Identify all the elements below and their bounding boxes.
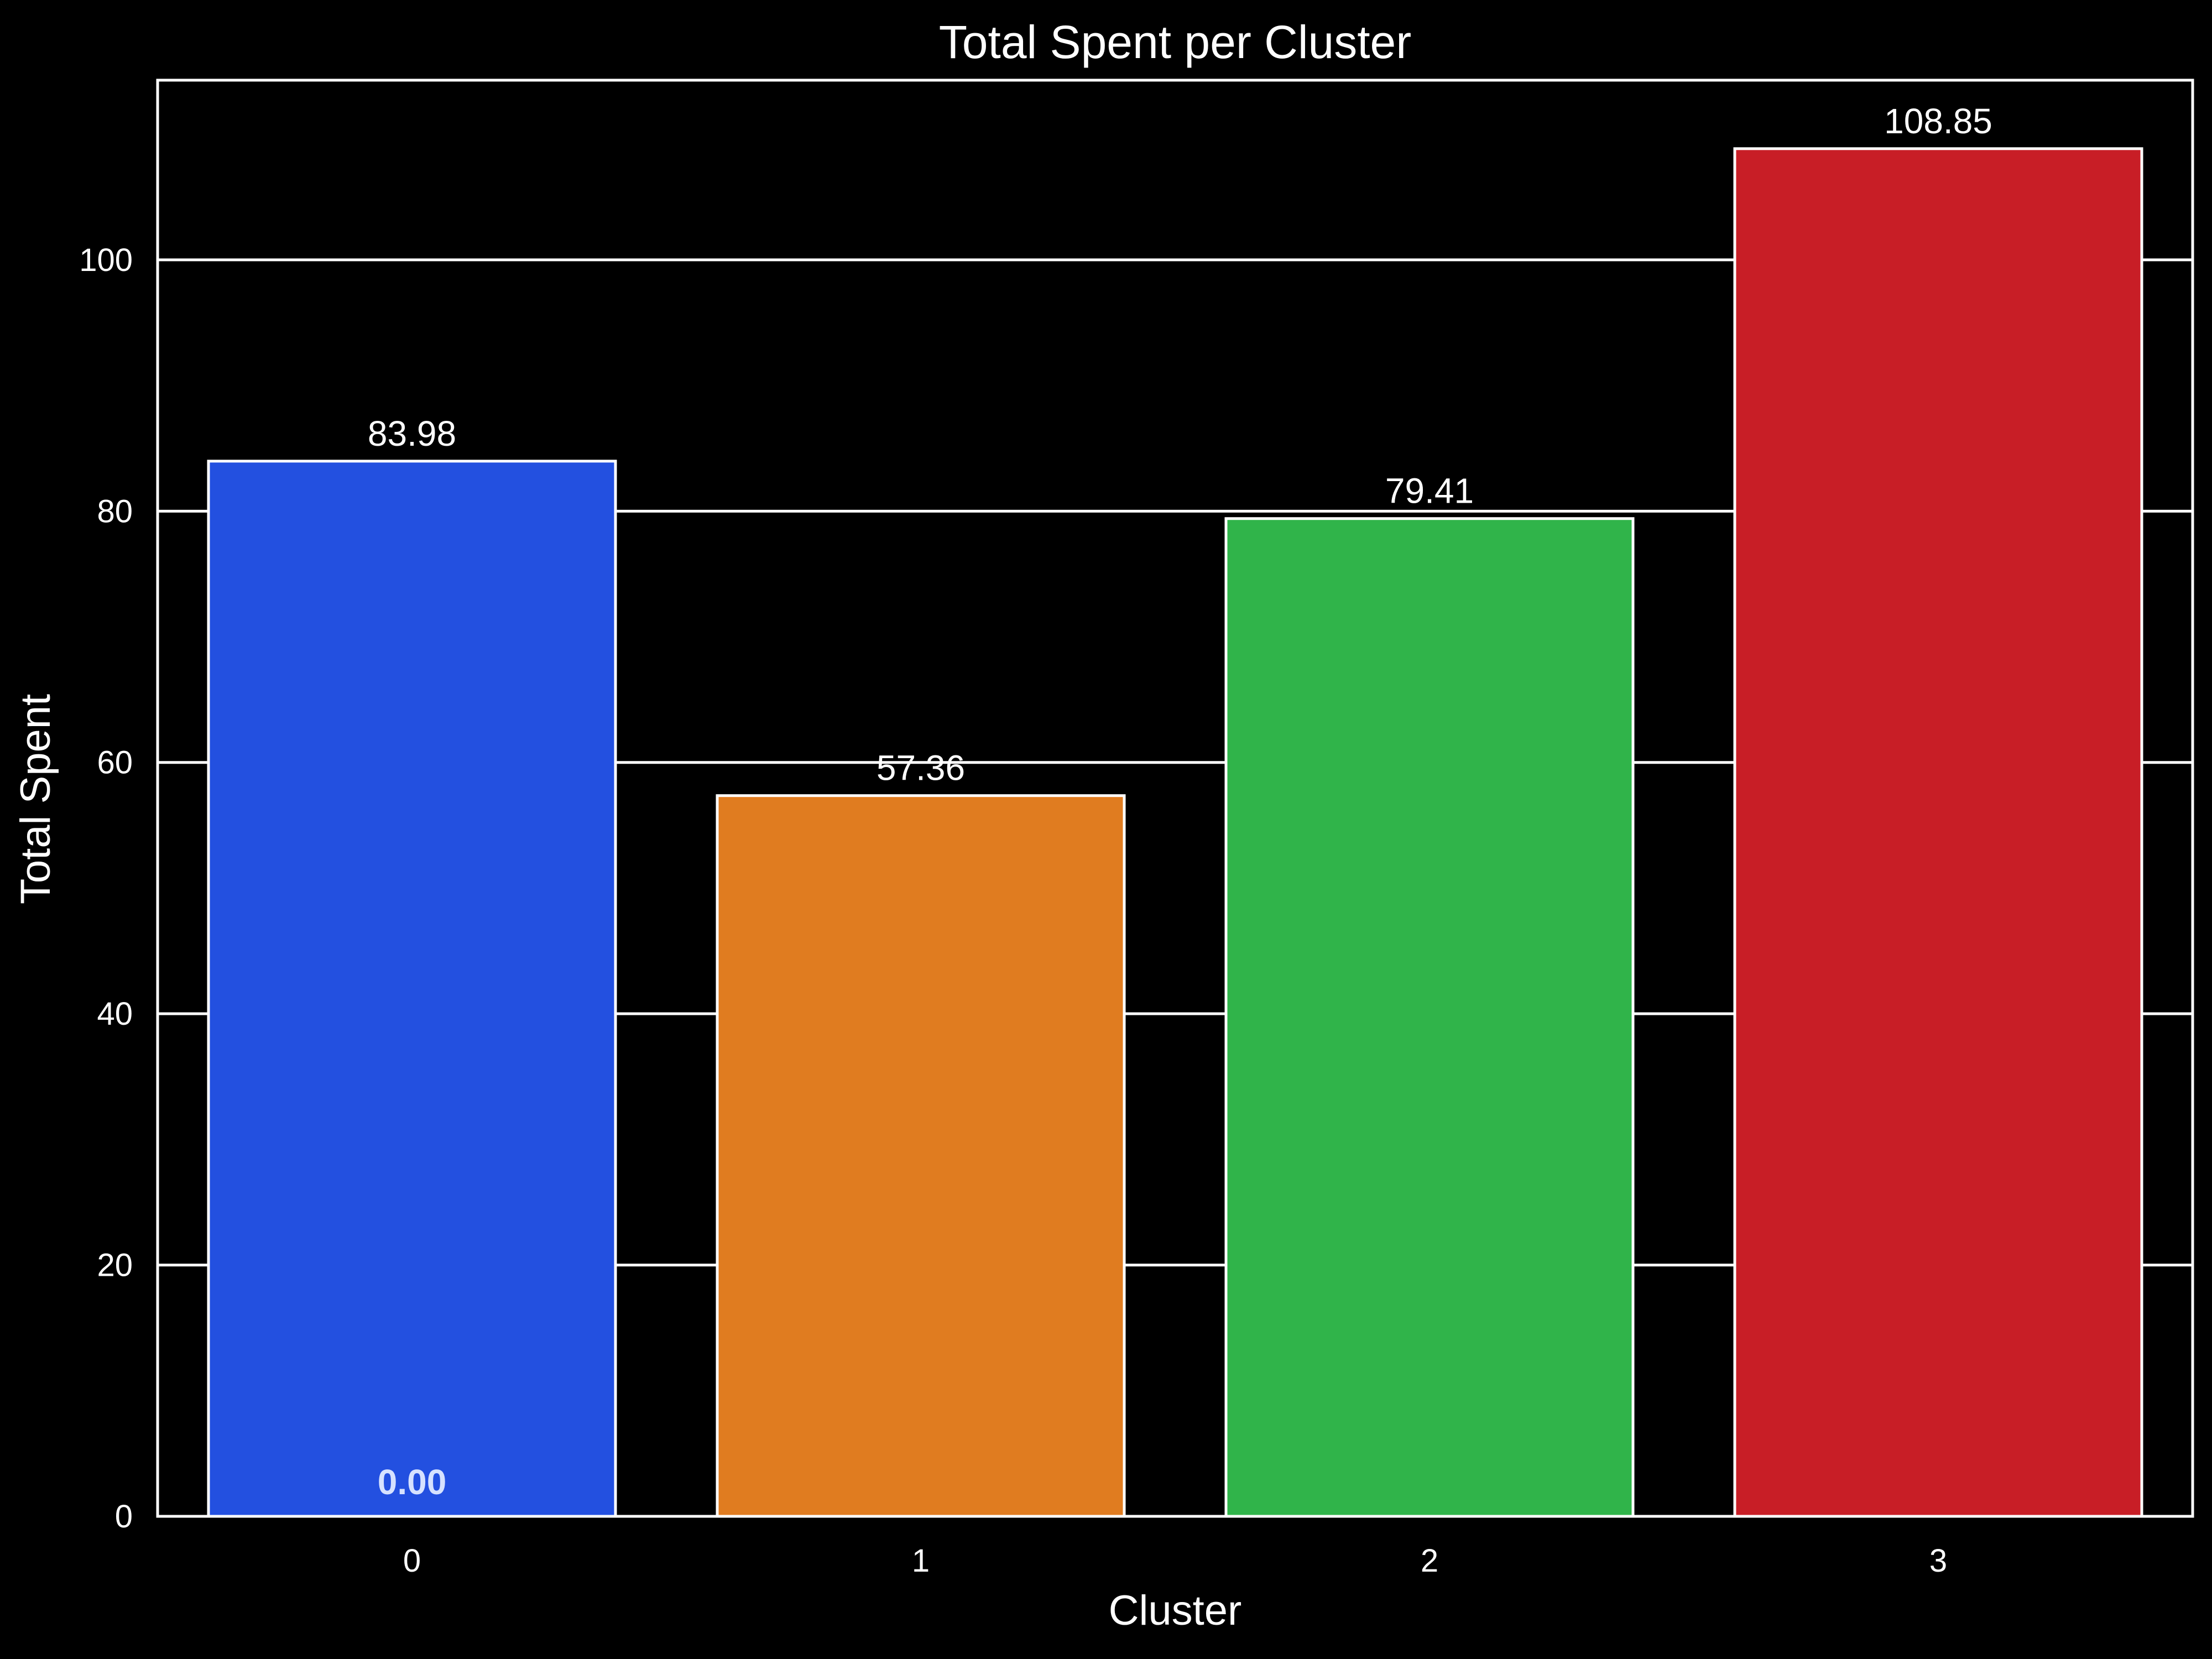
x-tick-label: 1 bbox=[912, 1543, 930, 1579]
data-label: 79.41 bbox=[1385, 471, 1474, 511]
axis-ticks: 0 20 40 60 80 100 0 1 2 3 bbox=[79, 242, 1947, 1579]
bar-cluster-1 bbox=[716, 794, 1126, 1518]
bar-cluster-2 bbox=[1224, 517, 1635, 1518]
bars bbox=[207, 147, 2143, 1518]
bar-cluster-0 bbox=[207, 460, 617, 1518]
y-tick-label: 80 bbox=[97, 493, 133, 529]
data-label: 83.98 bbox=[368, 414, 456, 453]
data-labels: 83.98 57.36 79.41 108.85 0.00 bbox=[368, 101, 1992, 1502]
baseline-annotation: 0.00 bbox=[378, 1462, 447, 1502]
chart-title: Total Spent per Cluster bbox=[939, 16, 1411, 68]
y-tick-label: 100 bbox=[79, 242, 133, 278]
x-tick-label: 0 bbox=[403, 1543, 421, 1579]
y-axis-label: Total Spent bbox=[12, 694, 59, 904]
y-tick-label: 0 bbox=[115, 1499, 133, 1535]
data-label: 108.85 bbox=[1884, 101, 1992, 141]
y-tick-label: 20 bbox=[97, 1248, 133, 1284]
plot-frame bbox=[156, 79, 2194, 1518]
y-tick-label: 40 bbox=[97, 996, 133, 1032]
x-tick-label: 3 bbox=[1929, 1543, 1947, 1579]
bar-cluster-3 bbox=[1733, 147, 2143, 1518]
y-tick-label: 60 bbox=[97, 745, 133, 781]
data-label: 57.36 bbox=[877, 748, 965, 788]
x-axis-label: Cluster bbox=[1109, 1587, 1242, 1634]
x-tick-label: 2 bbox=[1421, 1543, 1438, 1579]
